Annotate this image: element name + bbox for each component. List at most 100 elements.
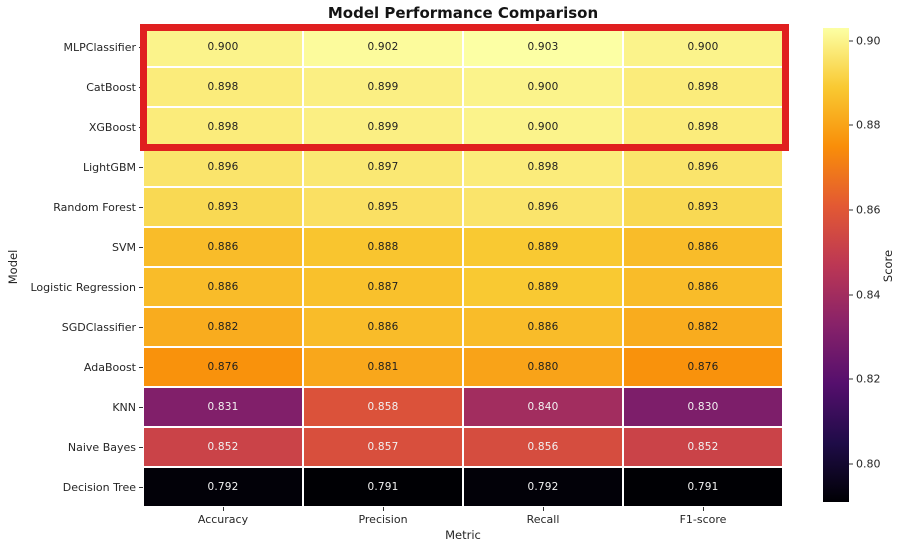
y-tick-mark (139, 446, 143, 448)
x-tick-label: F1-score (679, 513, 727, 526)
x-tick-mark (222, 507, 224, 511)
x-tick-f1-score: F1-score (623, 507, 783, 526)
heatmap-cell-svm-recall: 0.889 (463, 227, 623, 267)
y-tick-random-forest: Random Forest (0, 187, 143, 227)
x-axis-ticks: Accuracy Precision Recall F1-score (143, 507, 783, 526)
heatmap-cell-decision-tree-f1-score: 0.791 (623, 467, 783, 507)
heatmap-cell-logistic-regression-recall: 0.889 (463, 267, 623, 307)
colorbar-tick-0.86: 0.86 (849, 203, 881, 216)
colorbar-tick-mark (849, 209, 853, 211)
y-tick-decision-tree: Decision Tree (0, 467, 143, 507)
heatmap-cell-decision-tree-recall: 0.792 (463, 467, 623, 507)
heatmap-cell-naive-bayes-f1-score: 0.852 (623, 427, 783, 467)
y-tick-naive-bayes: Naive Bayes (0, 427, 143, 467)
colorbar-tick-0.80: 0.80 (849, 457, 881, 470)
heatmap-cell-decision-tree-accuracy: 0.792 (143, 467, 303, 507)
y-tick-label: Random Forest (53, 200, 136, 214)
colorbar-tick-0.84: 0.84 (849, 288, 881, 301)
heatmap-cell-svm-accuracy: 0.886 (143, 227, 303, 267)
heatmap-cell-svm-precision: 0.888 (303, 227, 463, 267)
heatmap-cell-xgboost-recall: 0.900 (463, 107, 623, 147)
chart-title: Model Performance Comparison (327, 4, 599, 22)
y-tick-mark (139, 166, 143, 168)
y-tick-adaboost: AdaBoost (0, 347, 143, 387)
heatmap-cell-knn-accuracy: 0.831 (143, 387, 303, 427)
heatmap-cell-adaboost-recall: 0.880 (463, 347, 623, 387)
heatmap-cell-logistic-regression-precision: 0.887 (303, 267, 463, 307)
y-tick-label: Naive Bayes (67, 440, 136, 454)
heatmap-cell-adaboost-f1-score: 0.876 (623, 347, 783, 387)
heatmap-cell-sgdclassifier-accuracy: 0.882 (143, 307, 303, 347)
heatmap-cell-adaboost-precision: 0.881 (303, 347, 463, 387)
heatmap-cell-xgboost-accuracy: 0.898 (143, 107, 303, 147)
y-tick-knn: KNN (0, 387, 143, 427)
y-tick-label: Decision Tree (62, 480, 136, 494)
y-tick-label: SVM (112, 240, 136, 254)
heatmap-grid: 0.900 0.902 0.903 0.900 0.898 0.899 0.900 0.898… (143, 27, 783, 507)
x-axis-label: Metric (445, 528, 481, 542)
heatmap-cell-mlpclassifier-recall: 0.903 (463, 27, 623, 67)
heatmap-cell-svm-f1-score: 0.886 (623, 227, 783, 267)
colorbar-tick-label: 0.82 (856, 372, 881, 386)
heatmap-cell-decision-tree-precision: 0.791 (303, 467, 463, 507)
colorbar-tick-label: 0.88 (856, 118, 881, 132)
y-tick-lightgbm: LightGBM (0, 147, 143, 187)
x-tick-label: Accuracy (197, 513, 249, 526)
heatmap-cell-catboost-precision: 0.899 (303, 67, 463, 107)
x-tick-label: Precision (358, 513, 408, 526)
heatmap-cell-adaboost-accuracy: 0.876 (143, 347, 303, 387)
y-tick-svm: SVM (0, 227, 143, 267)
heatmap-cell-mlpclassifier-precision: 0.902 (303, 27, 463, 67)
colorbar-tick-0.82: 0.82 (849, 373, 881, 386)
heatmap-cell-knn-f1-score: 0.830 (623, 387, 783, 427)
y-tick-mark (139, 246, 143, 248)
heatmap-cell-logistic-regression-accuracy: 0.886 (143, 267, 303, 307)
y-tick-label: MLPClassifier (63, 40, 136, 54)
colorbar-tick-0.90: 0.90 (849, 34, 881, 47)
y-tick-label: XGBoost (88, 120, 136, 134)
heatmap-cell-catboost-f1-score: 0.898 (623, 67, 783, 107)
y-tick-xgboost: XGBoost (0, 107, 143, 147)
y-tick-label: SGDClassifier (61, 320, 136, 334)
colorbar-ticks: 0.90 0.88 0.86 0.84 0.82 0.80 (849, 28, 901, 502)
y-tick-mark (139, 406, 143, 408)
y-axis-ticks: MLPClassifier CatBoost XGBoost LightGBM Rand… (0, 27, 143, 507)
heatmap-cell-sgdclassifier-precision: 0.886 (303, 307, 463, 347)
heatmap-cell-mlpclassifier-accuracy: 0.900 (143, 27, 303, 67)
y-tick-label: Logistic Regression (30, 280, 136, 294)
heatmap-cell-xgboost-precision: 0.899 (303, 107, 463, 147)
y-tick-mark (139, 366, 143, 368)
heatmap-cell-lightgbm-f1-score: 0.896 (623, 147, 783, 187)
colorbar-tick-mark (849, 378, 853, 380)
heatmap-cell-naive-bayes-recall: 0.856 (463, 427, 623, 467)
y-tick-sgdclassifier: SGDClassifier (0, 307, 143, 347)
colorbar-tick-mark (849, 463, 853, 465)
y-tick-mark (139, 326, 143, 328)
x-tick-mark (702, 507, 704, 511)
heatmap-cell-lightgbm-recall: 0.898 (463, 147, 623, 187)
heatmap-cell-xgboost-f1-score: 0.898 (623, 107, 783, 147)
heatmap-cell-sgdclassifier-recall: 0.886 (463, 307, 623, 347)
colorbar-label: Score (881, 249, 895, 283)
x-tick-accuracy: Accuracy (143, 507, 303, 526)
colorbar-gradient (823, 28, 849, 502)
heatmap-cell-random-forest-precision: 0.895 (303, 187, 463, 227)
heatmap-cell-catboost-accuracy: 0.898 (143, 67, 303, 107)
colorbar-tick-label: 0.84 (856, 288, 881, 302)
colorbar-tick-mark (849, 294, 853, 296)
x-tick-label: Recall (526, 513, 560, 526)
x-tick-mark (382, 507, 384, 511)
y-tick-mark (139, 206, 143, 208)
heatmap-cell-knn-precision: 0.858 (303, 387, 463, 427)
heatmap-cell-random-forest-accuracy: 0.893 (143, 187, 303, 227)
y-tick-label: LightGBM (82, 160, 136, 174)
colorbar-tick-mark (849, 124, 853, 126)
x-tick-mark (542, 507, 544, 511)
heatmap-cell-random-forest-recall: 0.896 (463, 187, 623, 227)
x-tick-recall: Recall (463, 507, 623, 526)
heatmap-cell-lightgbm-precision: 0.897 (303, 147, 463, 187)
x-tick-precision: Precision (303, 507, 463, 526)
heatmap-cell-random-forest-f1-score: 0.893 (623, 187, 783, 227)
y-tick-mlpclassifier: MLPClassifier (0, 27, 143, 67)
